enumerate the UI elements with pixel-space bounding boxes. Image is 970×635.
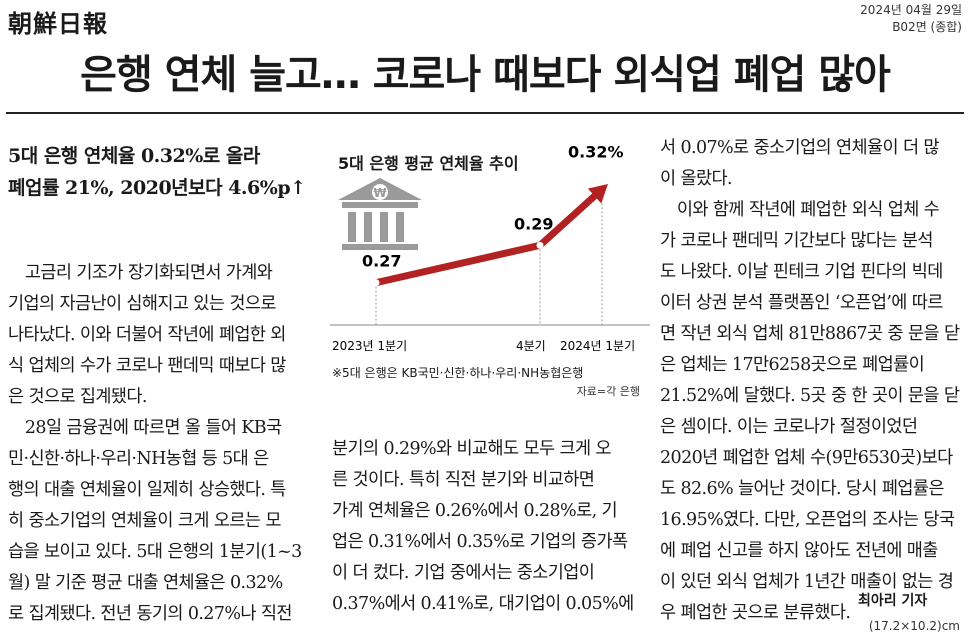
- body-line: 서 0.07%로 중소기업의 연체율이 더 많: [660, 138, 940, 158]
- body-line: 기업의 자금난이 심해지고 있는 것으로: [8, 294, 276, 314]
- body-line: 민·신한·하나·우리·NH농협 등 5대 은: [8, 449, 269, 469]
- body-line: 히 중소기업의 연체율이 크게 오르는 모: [8, 511, 281, 531]
- byline: 최아리 기자: [858, 593, 928, 609]
- body-line: 이 있던 외식 업체가 1년간 매출이 없는 경: [660, 572, 954, 592]
- chart-note: ※5대 은행은 KB국민·신한·하나·우리·NH농협은행: [332, 366, 584, 380]
- body-line: 습을 보이고 있다. 5대 은행의 1분기(1~3: [8, 542, 302, 562]
- body-line: 월) 말 기준 평균 대출 연체율은 0.32%: [8, 573, 283, 593]
- body-line: 이터 상권 분석 플랫폼인 ‘오픈업’에 따르: [660, 293, 943, 313]
- page-section: B02면 (종합): [892, 20, 962, 34]
- body-line: 행의 대출 연체율이 일제히 상승했다. 특: [8, 480, 286, 500]
- bank-icon: ₩: [338, 178, 422, 250]
- data-point-1: [372, 279, 380, 287]
- svg-text:₩: ₩: [373, 186, 387, 200]
- chart-title: 5대 은행 평균 연체율 추이: [338, 154, 519, 173]
- body-line: 업은 0.31%에서 0.35%로 기업의 증가폭: [332, 532, 628, 552]
- body-line: 이와 함께 작년에 폐업한 외식 업체 수: [660, 200, 940, 220]
- body-line: 식 업체의 수가 코로나 팬데믹 때보다 많: [8, 356, 286, 376]
- data-label-1: 0.27: [362, 252, 401, 271]
- body-line: 16.95%였다. 다만, 오픈업의 조사는 당국: [660, 510, 955, 530]
- body-line: 가 코로나 팬데믹 기간보다 많다는 분석: [660, 231, 933, 251]
- body-line: 은 셈이다. 이는 코로나가 절정이었던: [660, 417, 918, 437]
- headline-rule: [6, 112, 964, 114]
- body-line: 에 폐업 신고를 하지 않아도 전년에 매출: [660, 541, 938, 561]
- body-line: 나타났다. 이와 더불어 작년에 폐업한 외: [8, 325, 286, 345]
- data-label-2: 0.29: [514, 214, 553, 233]
- x-tick-label-1: 2023년 1분기: [332, 339, 407, 353]
- body-line: 0.37%에서 0.41%로, 대기업이 0.05%에: [332, 594, 634, 614]
- arrow-head: [587, 183, 608, 204]
- subhead-2: 폐업률 21%, 2020년보다 4.6%p↑: [8, 177, 306, 199]
- article-headline: 은행 연체 늘고… 코로나 때보다 외식업 폐업 많아: [80, 52, 891, 98]
- body-line: 도 나왔다. 이날 핀테크 기업 핀다의 빅데: [660, 262, 943, 282]
- body-line: 21.52%에 달했다. 5곳 중 한 곳이 문을 닫: [660, 386, 960, 406]
- body-line: 로 집계됐다. 전년 동기의 0.27%나 직전: [8, 604, 292, 624]
- overdue-rate-chart: ₩ 0.27 0.29 0.32% 2023년 1분기 4분기 2024년 1분…: [330, 142, 650, 353]
- chart-source: 자료=각 은행: [576, 385, 640, 398]
- body-line: 이 올랐다.: [660, 169, 733, 189]
- body-line: 도 82.6% 늘어난 것이다. 당시 폐업률은: [660, 479, 944, 499]
- body-line: 고금리 기조가 장기화되면서 가계와: [8, 263, 273, 283]
- subhead-1: 5대 은행 연체율 0.32%로 올라: [8, 145, 260, 167]
- x-tick-label-2: 4분기: [516, 339, 546, 353]
- x-tick-label-3: 2024년 1분기: [560, 339, 635, 353]
- publication-date: 2024년 04월 29일: [860, 3, 962, 17]
- body-line: 이 더 컸다. 기업 중에서는 중소기업이: [332, 563, 595, 583]
- dateline: 2024년 04월 29일 B02면 (종합): [860, 2, 962, 36]
- body-line: 은 업체는 17만6258곳으로 폐업률이: [660, 355, 925, 375]
- newspaper-masthead: 朝鮮日報: [8, 9, 108, 38]
- body-line: 른 것이다. 특히 직전 분기와 비교하면: [332, 470, 595, 490]
- body-line: 우 폐업한 곳으로 분류했다.: [660, 603, 851, 623]
- body-line: 28일 금융권에 따르면 올 들어 KB국: [8, 418, 282, 438]
- body-line: 가계 연체율은 0.26%에서 0.28%로, 기: [332, 501, 618, 521]
- data-label-3: 0.32%: [568, 142, 624, 161]
- body-line: 은 것으로 집계됐다.: [8, 387, 147, 407]
- body-line: 면 작년 외식 업체 81만8867곳 중 문을 닫: [660, 324, 960, 344]
- body-line: 2020년 폐업한 업체 수(9만6530곳)보다: [660, 448, 953, 468]
- article-size-note: (17.2×10.2)cm: [868, 619, 960, 633]
- data-point-2: [536, 241, 544, 249]
- body-line: 분기의 0.29%와 비교해도 모두 크게 오: [332, 439, 612, 459]
